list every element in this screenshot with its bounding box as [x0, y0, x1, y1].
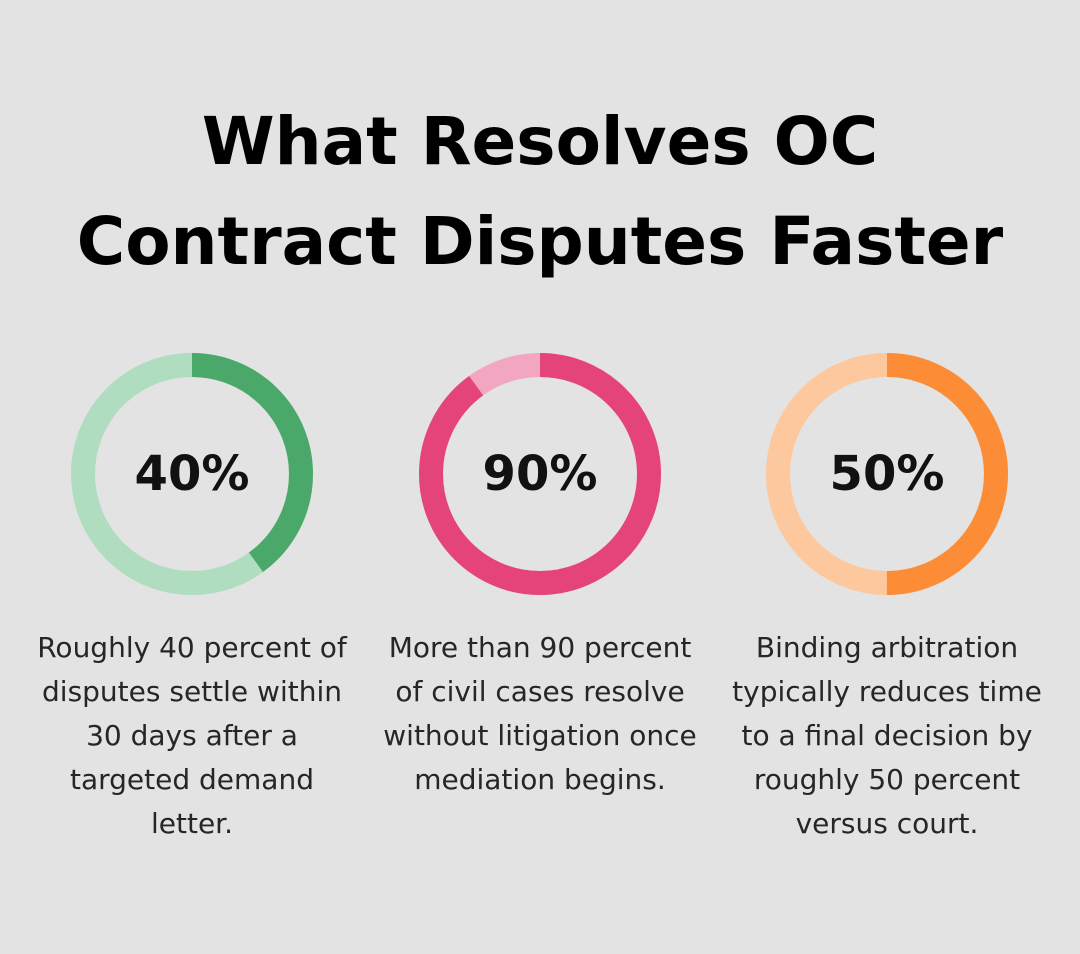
- donut-chart: 40%: [70, 352, 314, 596]
- donut-chart: 50%: [765, 352, 1009, 596]
- stat-description: Binding arbitration typically reduces ti…: [732, 631, 1042, 840]
- donut-fill: [71, 353, 313, 595]
- stat-description: More than 90 percent of civil cases reso…: [383, 631, 697, 796]
- donut-ring: [419, 353, 661, 595]
- stat-value: 50%: [829, 446, 945, 502]
- stat-card-settlement: 40% Roughly 40 percent of disputes settl…: [12, 352, 372, 846]
- donut-ring: [766, 353, 1008, 595]
- donut-fill: [766, 353, 1008, 595]
- donut-chart: 90%: [418, 352, 662, 596]
- stat-value: 90%: [482, 446, 598, 502]
- stat-card-arbitration: 50% Binding arbitration typically reduce…: [707, 352, 1067, 846]
- stat-description: Roughly 40 percent of disputes settle wi…: [37, 631, 347, 840]
- page-title: What Resolves OC Contract Disputes Faste…: [76, 103, 1004, 280]
- donut-ring: [71, 353, 313, 595]
- stat-value: 40%: [134, 446, 250, 502]
- stat-card-mediation: 90% More than 90 percent of civil cases …: [360, 352, 720, 802]
- donut-fill: [419, 353, 661, 595]
